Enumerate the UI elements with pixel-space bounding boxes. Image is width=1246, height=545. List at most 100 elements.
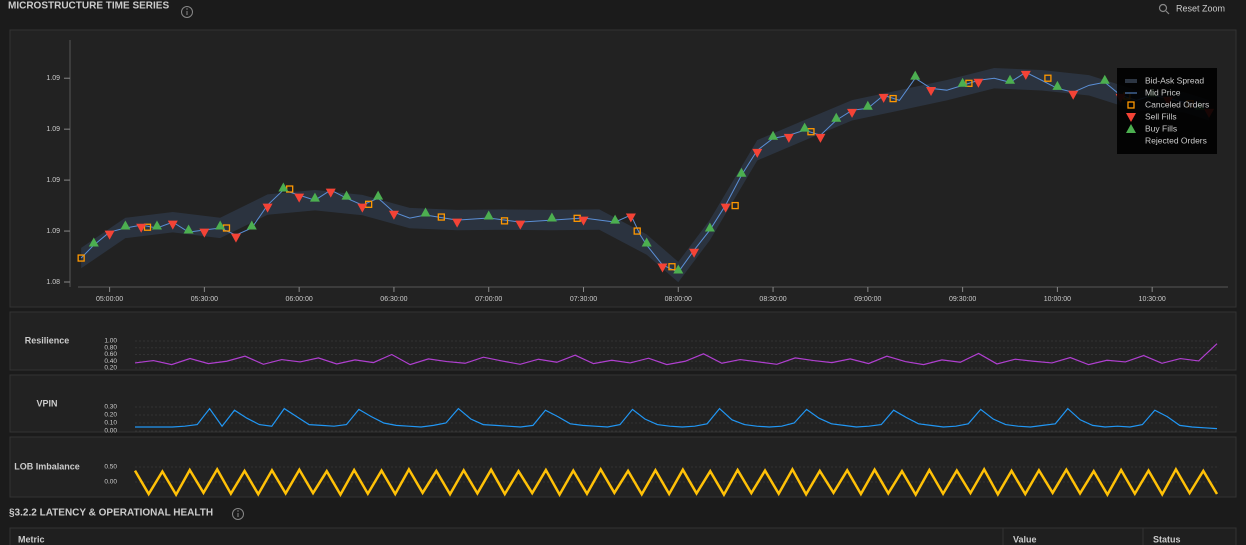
legend-symbol [1126, 124, 1136, 133]
y-tick-label: 0.30 [104, 404, 117, 411]
buy-fill [831, 112, 842, 122]
legend-label: Mid Price [1145, 87, 1181, 97]
y-tick-label: 0.00 [104, 428, 117, 435]
reset-zoom-label[interactable]: Reset Zoom [1176, 3, 1225, 13]
reset-zoom[interactable]: Reset Zoom [1158, 3, 1226, 15]
panel-label: VPIN [36, 398, 57, 408]
sell-fill [199, 228, 210, 238]
legend-label: Buy Fills [1145, 123, 1177, 133]
buy-fill [373, 190, 384, 200]
legend-label: Bid-Ask Spread [1145, 75, 1204, 85]
column-header: Value [1013, 534, 1037, 544]
table [9, 527, 1237, 545]
canceled-order [668, 263, 676, 271]
sell-fill [136, 223, 147, 233]
y-tick-label: 0.20 [104, 412, 117, 419]
x-tick-label: 08:30:00 [759, 296, 786, 303]
y-tick-label: 0.80 [104, 344, 117, 351]
sell-fill [294, 193, 305, 203]
buy-fill [120, 220, 131, 230]
buy-fill [151, 220, 162, 230]
buy-fill [641, 237, 652, 247]
buy-fill [483, 210, 494, 220]
buy-fill [673, 264, 684, 274]
panel-title: MICROSTRUCTURE TIME SERIES [8, 1, 169, 12]
y-tick-label: 0.10 [104, 420, 117, 427]
legend-symbol [1127, 101, 1135, 109]
buy-fill [610, 214, 621, 224]
canceled-order [807, 128, 815, 136]
series-line [134, 343, 1218, 366]
buy-fill [246, 220, 257, 230]
x-tick-label: 05:30:00 [191, 296, 218, 303]
info-icon[interactable] [232, 508, 244, 520]
y-tick-label: 1.09 [46, 177, 60, 184]
x-tick-label: 07:00:00 [475, 296, 502, 303]
canceled-order [1044, 74, 1052, 82]
sell-fill [357, 203, 368, 213]
canceled-order [143, 223, 152, 231]
buy-fill [910, 70, 921, 80]
sell-fill [752, 148, 763, 158]
sell-fill [515, 220, 526, 230]
sell-fill [720, 203, 731, 213]
x-tick-label: 06:30:00 [380, 296, 407, 303]
legend-label: Canceled Orders [1145, 99, 1209, 109]
buy-fill [546, 212, 557, 222]
buy-fill [1052, 80, 1063, 90]
sell-fill [325, 188, 336, 198]
canceled-order [965, 79, 973, 87]
column-header: Status [1153, 534, 1181, 544]
x-tick-label: 07:30:00 [570, 296, 597, 303]
series-line [135, 407, 1218, 430]
buy-fill [341, 190, 352, 200]
y-tick-label: 0.00 [104, 479, 117, 486]
sell-fill [926, 86, 937, 96]
legend-label: Sell Fills [1145, 111, 1177, 121]
panel-label: Resilience [25, 335, 70, 345]
sell-fill [388, 210, 399, 220]
canceled-order [731, 201, 739, 210]
buy-fill [862, 100, 873, 110]
canceled-order [889, 94, 897, 103]
x-tick-label: 05:00:00 [96, 296, 123, 303]
sell-fill [1020, 70, 1031, 80]
x-tick-label: 06:00:00 [286, 296, 313, 303]
buy-fill [768, 130, 779, 140]
sell-fill [689, 248, 700, 258]
buy-fill [215, 220, 226, 230]
buy-fill [736, 167, 747, 177]
info-icon[interactable] [181, 6, 193, 18]
canceled-order [633, 227, 641, 235]
mid-price-line [80, 71, 1210, 273]
column-header: Metric [18, 534, 45, 544]
sell-fill [104, 230, 115, 240]
x-tick-label: 10:00:00 [1044, 296, 1071, 303]
sell-fill [847, 108, 858, 118]
legend-symbol [1126, 113, 1136, 122]
legend-symbol [1125, 79, 1137, 83]
buy-fill [278, 182, 289, 192]
y-tick-label: 0.40 [104, 358, 117, 365]
buy-fill [957, 77, 968, 87]
y-tick-label: 1.00 [104, 338, 117, 345]
sell-fill [625, 213, 636, 223]
buy-fill [799, 122, 810, 132]
y-tick-label: 1.09 [46, 75, 60, 82]
sell-fill [783, 133, 794, 143]
series-line [133, 466, 1219, 498]
section-title: §3.2.2 LATENCY & OPERATIONAL HEALTH [9, 508, 213, 519]
x-tick-label: 09:30:00 [949, 296, 976, 303]
buy-fill [420, 207, 431, 217]
sell-fill [167, 220, 178, 230]
sell-fill [1068, 90, 1079, 100]
buy-fill [704, 222, 715, 232]
spread-band [81, 68, 1210, 283]
y-tick-label: 0.60 [104, 351, 117, 358]
legend-label: Rejected Orders [1145, 135, 1207, 145]
x-tick-label: 08:00:00 [665, 296, 692, 303]
canceled-order [437, 213, 445, 221]
buy-fill [1005, 74, 1016, 84]
